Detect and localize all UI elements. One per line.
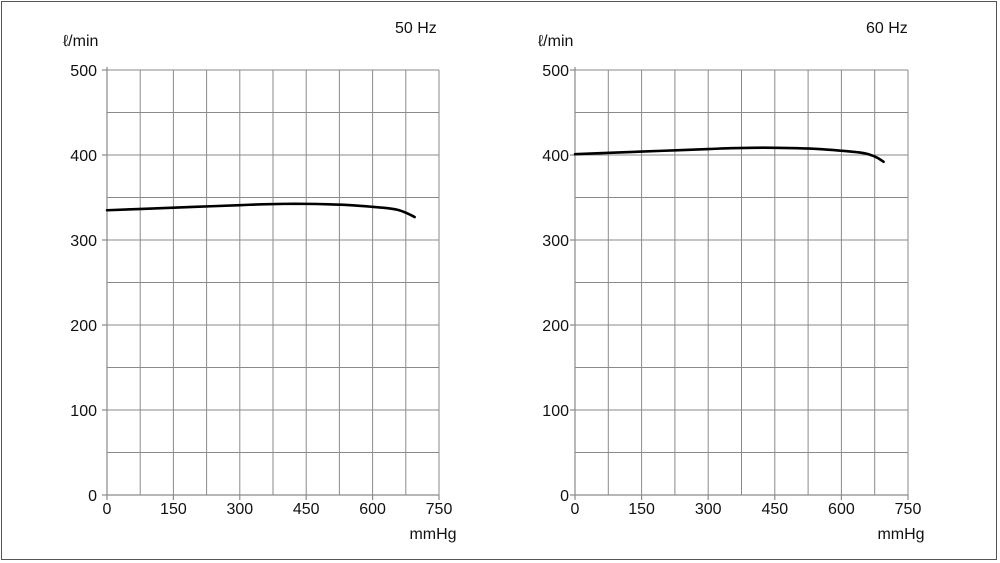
ytick-label: 0 xyxy=(560,488,569,505)
ytick-label: 400 xyxy=(70,148,97,165)
grid-50hz xyxy=(102,67,440,500)
xlabel-60hz: mmHg xyxy=(877,526,924,543)
title-60hz: 60 Hz xyxy=(866,20,908,37)
xtick-label: 150 xyxy=(628,501,655,518)
xtick-label: 750 xyxy=(426,501,453,518)
xtick-label: 150 xyxy=(160,501,187,518)
series-line-60hz xyxy=(573,146,885,164)
xtick-label: 600 xyxy=(828,501,855,518)
ytick-label: 100 xyxy=(70,403,97,420)
chart-60hz: ℓ/min 60 Hz mmHg 500 400 300 200 100 0 0… xyxy=(538,20,925,543)
ytick-label: 400 xyxy=(542,148,569,165)
chart-50hz: ℓ/min 50 Hz mmHg 500 400 300 200 100 0 0… xyxy=(63,20,457,543)
ytick-label: 100 xyxy=(542,403,569,420)
title-50hz: 50 Hz xyxy=(395,20,437,37)
xtick-label: 300 xyxy=(695,501,722,518)
xtick-label: 0 xyxy=(103,501,112,518)
xtick-label: 300 xyxy=(226,501,253,518)
xtick-label: 600 xyxy=(359,501,386,518)
ytick-label: 300 xyxy=(542,233,569,250)
ytick-label: 500 xyxy=(70,63,97,80)
ytick-label: 300 xyxy=(70,233,97,250)
ylabel-50hz: ℓ/min xyxy=(63,33,98,50)
xtick-label: 450 xyxy=(761,501,788,518)
ytick-label: 0 xyxy=(88,488,97,505)
ytick-label: 200 xyxy=(542,318,569,335)
ylabel-60hz: ℓ/min xyxy=(538,33,573,50)
xlabel-50hz: mmHg xyxy=(409,526,456,543)
ytick-label: 200 xyxy=(70,318,97,335)
ytick-label: 500 xyxy=(542,63,569,80)
grid-60hz xyxy=(570,67,909,500)
xtick-label: 750 xyxy=(895,501,922,518)
xtick-label: 0 xyxy=(571,501,580,518)
xtick-label: 450 xyxy=(293,501,320,518)
series-line-50hz xyxy=(105,202,416,219)
